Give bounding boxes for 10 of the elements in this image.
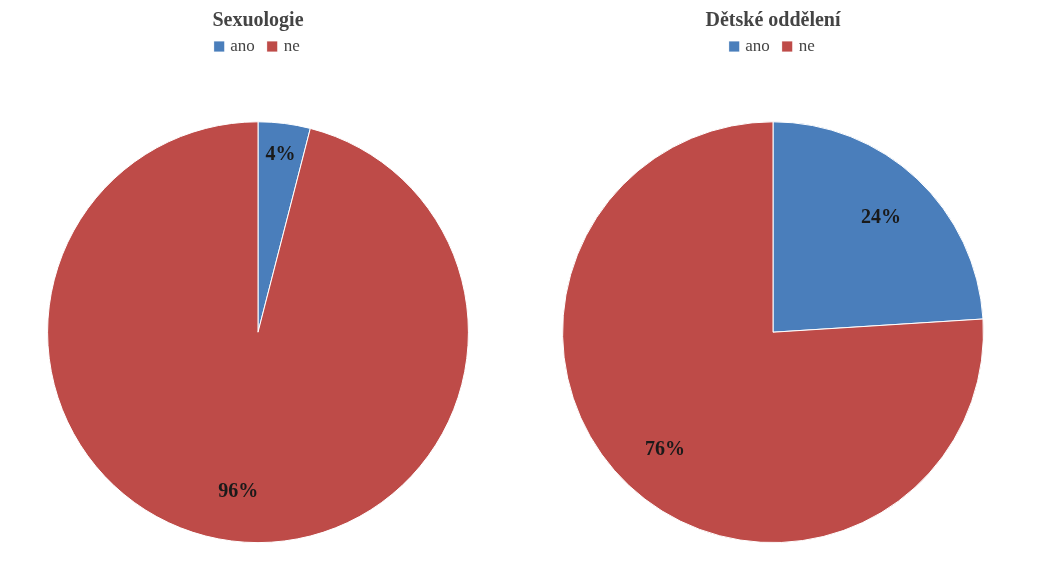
chart-title: Sexuologie xyxy=(212,7,304,31)
legend-label: ne xyxy=(283,36,301,56)
legend-label: ano xyxy=(745,36,770,56)
legend-label: ano xyxy=(230,36,255,56)
data-label: 96% xyxy=(218,479,259,502)
data-label: 24% xyxy=(861,204,902,227)
chart-title: Dětské oddělení xyxy=(705,7,841,30)
legend-label: ne xyxy=(798,36,816,56)
data-label: 76% xyxy=(644,437,685,460)
data-label: 4% xyxy=(265,141,296,164)
